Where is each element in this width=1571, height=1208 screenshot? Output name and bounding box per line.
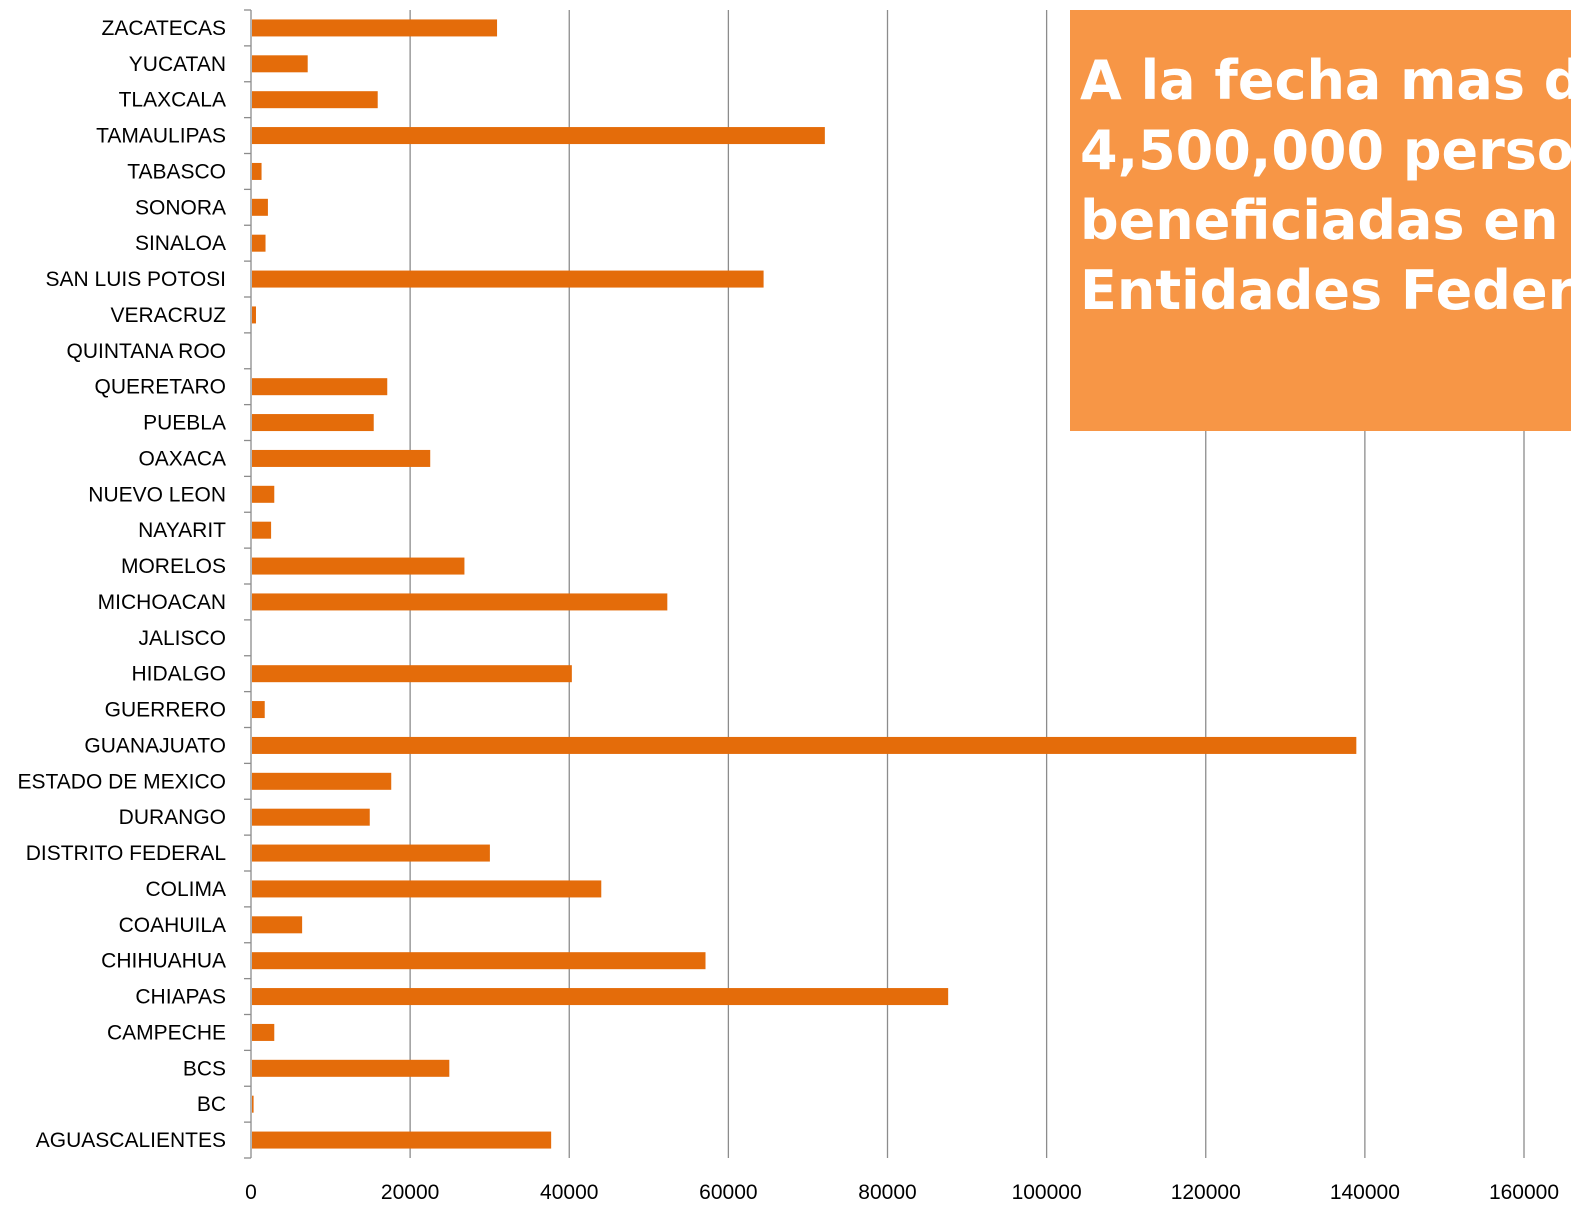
category-label: GUERRERO	[105, 699, 226, 722]
category-label: AGUASCALIENTES	[36, 1129, 226, 1152]
bar	[252, 414, 374, 432]
x-tick-label: 160000	[1489, 1181, 1559, 1204]
axes	[244, 9, 252, 1159]
category-label: CHIAPAS	[135, 986, 226, 1009]
x-tick-label: 100000	[1012, 1181, 1082, 1204]
bar	[252, 808, 370, 826]
category-label: MORELOS	[121, 555, 226, 578]
category-label: QUERETARO	[95, 376, 226, 399]
bar	[252, 198, 268, 216]
category-label: TABASCO	[127, 160, 226, 183]
bar	[252, 449, 431, 467]
category-label: ZACATECAS	[102, 17, 226, 40]
category-label: JALISCO	[138, 627, 226, 650]
category-label: NAYARIT	[138, 519, 226, 542]
category-label: SAN LUIS POTOSI	[46, 268, 227, 291]
category-label: SINALOA	[135, 232, 226, 255]
bar	[252, 1059, 450, 1077]
category-label: ESTADO DE MEXICO	[18, 770, 226, 793]
category-label: BC	[197, 1093, 226, 1116]
bar	[252, 736, 1357, 754]
callout-line: 4,500,000 personas	[1080, 119, 1571, 182]
category-label: HIDALGO	[131, 663, 226, 686]
bar	[252, 234, 266, 252]
category-label: GUANAJUATO	[84, 734, 226, 757]
bars	[252, 19, 1357, 1149]
bar	[252, 916, 303, 934]
category-label: CAMPECHE	[107, 1021, 226, 1044]
category-label: VERACRUZ	[110, 304, 226, 327]
callout-line: A la fecha mas de	[1080, 49, 1571, 112]
bar	[252, 162, 262, 180]
bar	[252, 1131, 552, 1149]
callout-line: Entidades Federativas	[1080, 259, 1571, 322]
category-label: TAMAULIPAS	[96, 125, 226, 148]
category-label: QUINTANA ROO	[67, 340, 226, 363]
x-tick-label: 40000	[540, 1181, 598, 1204]
bar	[252, 844, 490, 862]
bar	[252, 1023, 275, 1041]
category-label: OAXACA	[138, 447, 226, 470]
x-tick-label: 120000	[1171, 1181, 1241, 1204]
category-label: COAHUILA	[119, 914, 226, 937]
x-tick-label: 60000	[699, 1181, 757, 1204]
bar	[252, 55, 308, 73]
x-tick-label: 80000	[858, 1181, 916, 1204]
bar	[252, 557, 465, 575]
x-tick-label: 0	[245, 1181, 257, 1204]
x-tick-labels: 0 20000 40000 60000 80000 100000 120000 140000 1…	[245, 1181, 1559, 1204]
callout-box: A la fecha mas de 4,500,000 personas ben…	[1070, 10, 1571, 431]
category-label: BCS	[183, 1057, 226, 1080]
callout-text: A la fecha mas de 4,500,000 personas ben…	[1080, 46, 1571, 326]
bar	[252, 880, 602, 898]
category-label: DISTRITO FEDERAL	[26, 842, 226, 865]
bar	[252, 485, 275, 503]
bar	[252, 665, 572, 683]
bar	[252, 306, 256, 324]
category-label: MICHOACAN	[98, 591, 226, 614]
callout-line: beneficiadas en las	[1080, 189, 1571, 252]
bar	[252, 91, 378, 109]
x-tick-label: 140000	[1330, 1181, 1400, 1204]
bar	[252, 701, 265, 719]
category-label: NUEVO LEON	[88, 483, 226, 506]
x-tick-label: 20000	[381, 1181, 439, 1204]
bar	[252, 378, 388, 396]
category-labels: ZACATECAS YUCATAN TLAXCALA TAMAULIPAS TABASC…	[18, 17, 227, 1152]
bar	[252, 772, 392, 790]
category-label: PUEBLA	[143, 412, 226, 435]
bar	[252, 270, 764, 288]
category-label: TLAXCALA	[119, 89, 226, 112]
bar	[252, 19, 498, 37]
category-label: SONORA	[135, 196, 226, 219]
bar	[252, 988, 949, 1006]
bar	[252, 521, 272, 539]
category-label: COLIMA	[145, 878, 226, 901]
category-label: CHIHUAHUA	[101, 950, 226, 973]
bar	[252, 1095, 254, 1113]
bar	[252, 952, 706, 970]
category-label: DURANGO	[119, 806, 226, 829]
category-label: YUCATAN	[129, 53, 226, 76]
bar	[252, 593, 668, 611]
bar	[252, 127, 825, 145]
